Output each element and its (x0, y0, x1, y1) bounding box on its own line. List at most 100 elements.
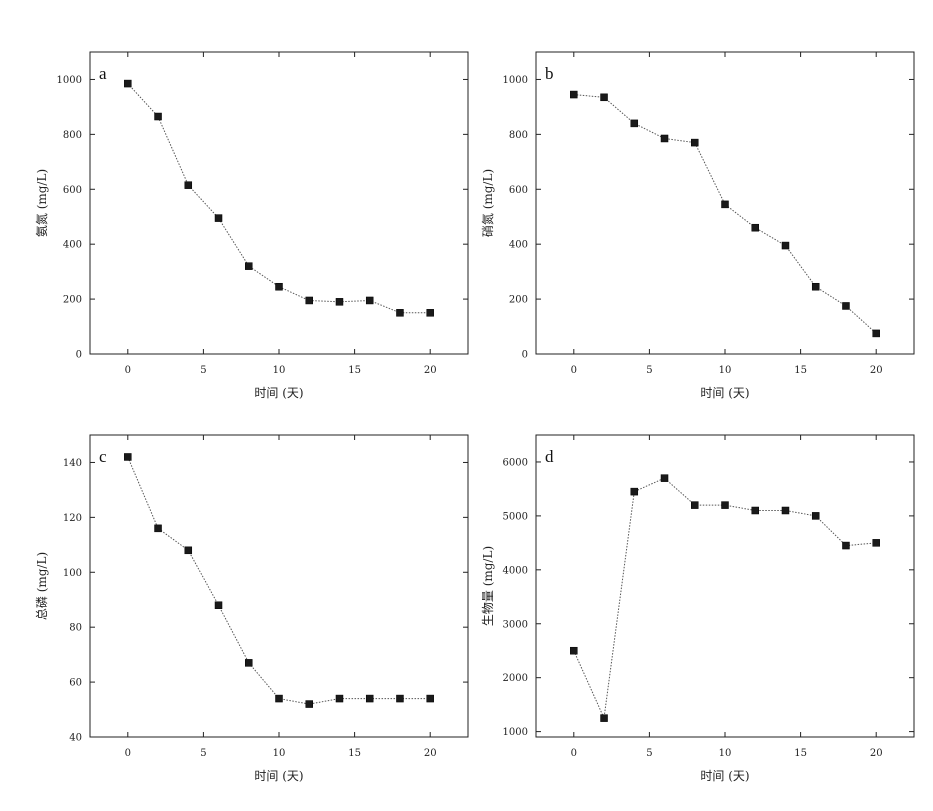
data-point (124, 453, 131, 460)
data-point (427, 695, 434, 702)
chart-panel-a: 0510152002004006008001000时间 (天)氨氮 (mg/L)… (90, 52, 468, 354)
data-point (396, 695, 403, 702)
data-point (752, 507, 759, 514)
x-tick-label: 10 (719, 748, 732, 759)
data-point (722, 201, 729, 208)
x-tick-label: 5 (200, 748, 206, 759)
x-tick-label: 5 (200, 365, 206, 376)
y-tick-label: 0 (76, 350, 82, 361)
y-tick-label: 800 (509, 130, 528, 141)
y-tick-label: 5000 (503, 511, 528, 522)
data-point (570, 91, 577, 98)
y-axis-label: 硝氮 (mg/L) (480, 169, 495, 237)
data-point (336, 695, 343, 702)
data-point (691, 502, 698, 509)
data-point (661, 135, 668, 142)
data-point (336, 298, 343, 305)
y-tick-label: 6000 (503, 457, 528, 468)
x-axis-label: 时间 (天) (700, 386, 749, 400)
data-point (722, 502, 729, 509)
chart-panel-d: 05101520100020003000400050006000时间 (天)生物… (536, 435, 914, 737)
panel-letter: d (545, 447, 554, 466)
data-point (366, 297, 373, 304)
y-tick-label: 600 (63, 185, 82, 196)
data-point (782, 242, 789, 249)
series-line (574, 478, 876, 718)
data-point (631, 120, 638, 127)
y-tick-label: 400 (509, 240, 528, 251)
data-point (873, 330, 880, 337)
y-tick-label: 140 (63, 458, 82, 469)
data-point (812, 283, 819, 290)
data-point (245, 263, 252, 270)
data-point (842, 542, 849, 549)
x-tick-label: 20 (870, 748, 883, 759)
series-line (574, 95, 876, 334)
data-point (276, 283, 283, 290)
data-point (691, 139, 698, 146)
data-point (366, 695, 373, 702)
y-tick-label: 1000 (503, 727, 528, 738)
x-tick-label: 20 (424, 365, 437, 376)
data-point (661, 475, 668, 482)
x-tick-label: 0 (571, 748, 577, 759)
y-tick-label: 4000 (503, 565, 528, 576)
data-point (215, 602, 222, 609)
x-tick-label: 20 (424, 748, 437, 759)
data-point (570, 647, 577, 654)
x-tick-label: 0 (125, 748, 131, 759)
x-tick-label: 15 (348, 365, 361, 376)
x-tick-label: 10 (273, 365, 286, 376)
x-tick-label: 15 (794, 748, 807, 759)
y-tick-label: 80 (69, 623, 82, 634)
plot-frame (90, 435, 468, 737)
x-tick-label: 15 (348, 748, 361, 759)
data-point (752, 224, 759, 231)
x-tick-label: 15 (794, 365, 807, 376)
data-point (245, 659, 252, 666)
y-tick-label: 100 (63, 568, 82, 579)
data-point (215, 215, 222, 222)
y-tick-label: 60 (69, 678, 82, 689)
y-tick-label: 400 (63, 240, 82, 251)
data-point (155, 525, 162, 532)
data-point (185, 547, 192, 554)
x-tick-label: 10 (273, 748, 286, 759)
data-point (842, 302, 849, 309)
panel-letter: c (99, 447, 107, 466)
y-tick-label: 600 (509, 185, 528, 196)
y-tick-label: 3000 (503, 619, 528, 630)
y-tick-label: 200 (509, 295, 528, 306)
data-point (155, 113, 162, 120)
y-axis-label: 氨氮 (mg/L) (34, 169, 49, 237)
y-tick-label: 40 (69, 733, 82, 744)
data-point (601, 715, 608, 722)
y-tick-label: 200 (63, 295, 82, 306)
y-tick-label: 2000 (503, 673, 528, 684)
x-tick-label: 0 (125, 365, 131, 376)
y-tick-label: 1000 (57, 75, 82, 86)
x-tick-label: 20 (870, 365, 883, 376)
data-point (396, 309, 403, 316)
data-point (306, 701, 313, 708)
x-tick-label: 0 (571, 365, 577, 376)
data-point (124, 80, 131, 87)
y-tick-label: 800 (63, 130, 82, 141)
y-tick-label: 1000 (503, 75, 528, 86)
x-tick-label: 5 (646, 365, 652, 376)
series-line (128, 84, 430, 313)
data-point (812, 512, 819, 519)
y-axis-label: 总磷 (mg/L) (34, 552, 49, 620)
plot-frame (90, 52, 468, 354)
data-point (631, 488, 638, 495)
x-axis-label: 时间 (天) (700, 769, 749, 783)
panel-letter: b (545, 64, 554, 83)
y-axis-label: 生物量 (mg/L) (481, 546, 495, 626)
data-point (873, 539, 880, 546)
y-tick-label: 120 (63, 513, 82, 524)
data-point (427, 309, 434, 316)
data-point (306, 297, 313, 304)
series-line (128, 457, 430, 704)
x-axis-label: 时间 (天) (254, 386, 303, 400)
